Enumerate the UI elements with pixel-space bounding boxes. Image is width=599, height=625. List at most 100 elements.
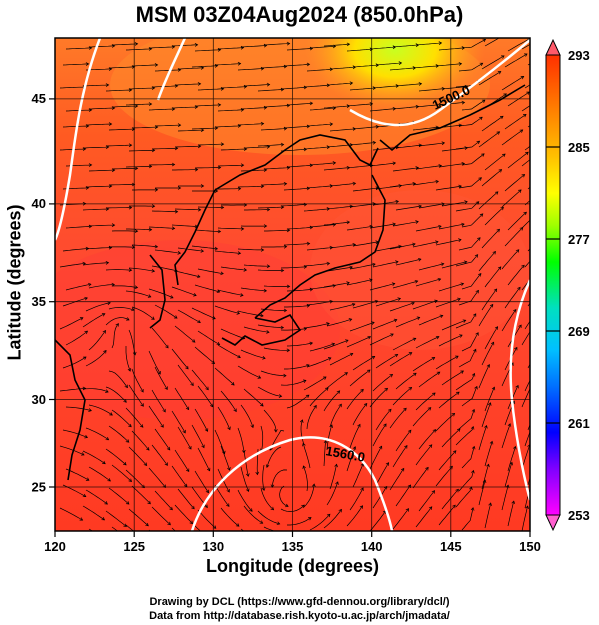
streamline-arrowhead: [470, 425, 475, 430]
streamline-arrowhead: [471, 408, 476, 413]
streamline-arrowhead: [482, 38, 487, 43]
streamline-arrowhead: [243, 268, 248, 272]
streamline: [243, 505, 263, 524]
colorbar-label: 253: [568, 508, 590, 523]
streamline-arrowhead: [128, 478, 132, 482]
streamline-arrowhead: [166, 446, 171, 451]
streamline-arrowhead: [237, 251, 242, 255]
streamline: [303, 208, 330, 212]
streamline-arrowhead: [128, 423, 132, 428]
streamline: [521, 159, 530, 167]
streamline-arrowhead: [394, 353, 399, 358]
streamline: [65, 225, 92, 229]
streamline: [131, 244, 158, 248]
streamline-arrowhead: [352, 181, 357, 186]
streamline: [389, 468, 405, 491]
streamline-arrowhead: [128, 205, 133, 210]
streamline: [441, 319, 466, 331]
streamline-arrowhead: [438, 102, 443, 107]
streamline-arrowhead: [504, 33, 507, 36]
streamline: [306, 405, 317, 430]
streamline: [59, 507, 83, 521]
streamline-arrowhead: [348, 318, 353, 322]
streamline-arrowhead: [492, 250, 496, 255]
streamline: [111, 167, 138, 170]
streamline-arrowhead: [134, 166, 139, 171]
streamline-arrowhead: [249, 508, 253, 512]
streamline-arrowhead: [518, 324, 522, 329]
streamline-arrowhead: [222, 450, 226, 455]
streamline: [395, 258, 421, 266]
streamline-arrowhead: [274, 429, 278, 433]
streamline-arrowhead: [265, 464, 270, 468]
streamline: [352, 241, 379, 247]
streamline-arrowhead: [473, 348, 477, 353]
streamline-arrowhead: [231, 382, 235, 386]
streamline: [177, 488, 195, 510]
streamline-arrowhead: [140, 389, 144, 393]
streamline-arrowhead: [170, 295, 174, 299]
streamline-arrowhead: [154, 244, 159, 249]
x-axis: 120 125 130 135 140 145 150: [44, 531, 541, 554]
streamline-arrowhead: [461, 222, 465, 227]
streamline: [108, 370, 128, 388]
streamline: [461, 332, 479, 352]
streamline: [478, 251, 496, 272]
streamline-arrowhead: [205, 489, 209, 494]
streamline: [461, 386, 478, 407]
y-tick-label: 35: [32, 294, 46, 309]
streamline: [329, 244, 356, 249]
streamline: [392, 44, 419, 48]
streamline-arrowhead: [194, 42, 199, 47]
streamline-arrowhead: [162, 408, 166, 413]
streamline-arrowhead: [435, 240, 439, 244]
streamline: [309, 513, 331, 531]
streamline-arrowhead: [148, 102, 153, 106]
streamline-arrowhead: [88, 224, 93, 229]
streamline-arrowhead: [352, 446, 357, 450]
streamline-arrowhead: [226, 488, 230, 493]
streamline-arrowhead: [128, 268, 133, 272]
streamline: [458, 349, 477, 368]
streamline-arrowhead: [534, 368, 537, 371]
streamline-arrowhead: [278, 394, 283, 398]
streamline: [438, 102, 465, 106]
streamline: [214, 305, 240, 314]
streamline: [455, 313, 477, 329]
streamline: [461, 446, 475, 469]
streamline-arrowhead: [539, 150, 542, 153]
streamline: [346, 48, 373, 52]
streamline: [352, 463, 364, 488]
streamline: [191, 369, 209, 390]
streamline-arrowhead: [101, 313, 106, 317]
streamline: [128, 508, 149, 527]
colorbar-label: 261: [568, 416, 590, 431]
streamline-arrowhead: [309, 341, 314, 346]
streamline: [527, 186, 530, 190]
streamline: [263, 285, 290, 287]
y-tick-label: 30: [32, 392, 46, 407]
streamline-arrowhead: [535, 406, 538, 409]
streamline-arrowhead: [306, 186, 311, 191]
streamline: [214, 484, 230, 507]
streamline-arrowhead: [182, 429, 186, 434]
streamline: [389, 183, 416, 188]
streamline-arrowhead: [425, 466, 429, 471]
streamline: [283, 125, 310, 129]
streamline-arrowhead: [543, 233, 546, 236]
streamline: [392, 221, 419, 227]
streamline-arrowhead: [459, 334, 463, 338]
streamline: [194, 229, 221, 232]
streamline-arrowhead: [541, 36, 544, 39]
streamline-arrowhead: [227, 426, 231, 431]
streamline-arrowhead: [177, 186, 182, 190]
streamline-arrowhead: [260, 248, 265, 252]
streamline-arrowhead: [471, 469, 475, 474]
streamline: [131, 368, 144, 393]
streamline: [481, 169, 502, 187]
streamline: [372, 486, 388, 509]
streamline-arrowhead: [398, 61, 403, 65]
streamline-arrowhead: [338, 403, 342, 408]
streamline: [441, 86, 468, 90]
streamline: [148, 529, 151, 531]
